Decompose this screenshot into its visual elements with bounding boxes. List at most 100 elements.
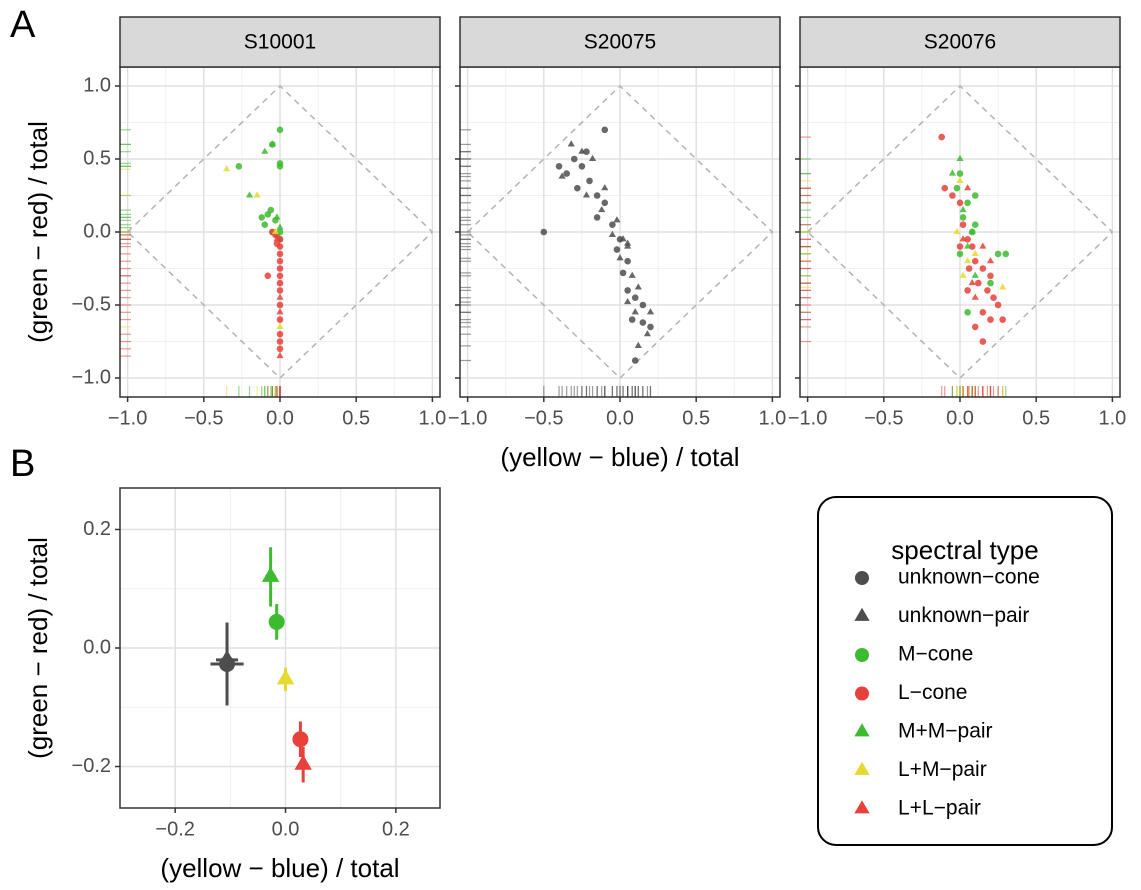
point: [223, 165, 231, 172]
x-tick-label: −1.0: [448, 407, 487, 429]
point: [968, 227, 976, 235]
point: [574, 184, 581, 192]
point: [253, 191, 261, 198]
legend-marker: [855, 648, 869, 662]
legend-marker: [855, 686, 869, 701]
reference-diamond: [466, 84, 774, 380]
point: [647, 323, 654, 331]
y-tick-label: 0.0: [83, 220, 111, 242]
x-axis-title: (yellow − blue) / total: [160, 853, 399, 883]
x-tick-label: −0.5: [524, 407, 563, 429]
point: [601, 184, 609, 191]
point: [261, 221, 269, 228]
y-tick-label: 0.2: [83, 518, 111, 540]
point: [570, 155, 578, 163]
point: [971, 293, 979, 300]
legend-label: M−cone: [898, 643, 973, 666]
legend-label: M+M−pair: [898, 720, 993, 743]
point: [964, 199, 971, 207]
facet-title: S20076: [924, 31, 996, 54]
point: [276, 257, 284, 265]
legend-marker: [854, 761, 870, 775]
point: [261, 566, 280, 582]
point: [964, 242, 972, 249]
point: [276, 272, 284, 280]
point: [956, 154, 964, 162]
point: [987, 272, 994, 280]
point: [953, 227, 961, 235]
point: [986, 257, 995, 264]
point: [619, 235, 627, 242]
point: [276, 669, 295, 685]
x-tick-label: 0.5: [682, 407, 710, 429]
y-tick-label: −0.5: [72, 293, 111, 315]
point: [267, 206, 275, 214]
point: [276, 293, 284, 300]
point: [631, 294, 639, 302]
point: [979, 242, 987, 249]
panel-label: A: [10, 4, 36, 46]
reference-diamond: [806, 84, 1114, 380]
point: [578, 162, 586, 170]
x-tick-label: 0.0: [266, 407, 294, 429]
point: [634, 283, 642, 290]
point: [1002, 250, 1010, 258]
legend-marker: [854, 723, 870, 737]
point: [964, 309, 971, 316]
point: [276, 250, 284, 258]
point: [276, 316, 284, 323]
point: [276, 345, 284, 353]
point: [938, 133, 946, 141]
point: [984, 287, 991, 294]
point: [956, 170, 964, 177]
point: [276, 162, 284, 170]
legend-marker: [854, 607, 870, 621]
x-tick-label: −0.5: [184, 407, 223, 429]
x-tick-label: 1.0: [758, 407, 786, 429]
point: [273, 240, 281, 247]
point: [949, 192, 956, 199]
point: [959, 214, 967, 221]
point: [968, 278, 976, 286]
x-tick-label: −0.5: [864, 407, 903, 429]
point: [563, 170, 570, 177]
point: [624, 257, 631, 265]
x-tick-label: −1.0: [108, 407, 147, 429]
legend-box: [817, 496, 1113, 846]
point: [994, 301, 1002, 309]
point: [624, 239, 632, 246]
legend-label: L−cone: [898, 681, 967, 704]
point: [593, 214, 601, 221]
point: [276, 287, 284, 294]
point: [646, 308, 655, 315]
point: [990, 294, 997, 302]
point: [258, 214, 266, 221]
point: [276, 351, 284, 359]
point: [639, 319, 647, 326]
point: [582, 191, 591, 198]
facet-strip: [799, 16, 1121, 68]
point: [235, 162, 243, 170]
point: [593, 192, 601, 199]
point: [965, 265, 973, 272]
point: [971, 192, 979, 199]
point: [979, 309, 987, 316]
x-tick-label: 0.0: [272, 818, 300, 840]
point: [276, 338, 284, 345]
y-axis-title: (green − red) / total: [23, 121, 53, 343]
point: [558, 172, 566, 179]
point: [959, 205, 967, 213]
point: [964, 184, 972, 191]
point: [959, 235, 967, 242]
point: [273, 213, 281, 220]
point: [631, 308, 639, 315]
point: [268, 613, 285, 630]
panel-label: B: [10, 443, 35, 485]
point: [959, 221, 967, 228]
point: [294, 754, 312, 770]
facet-title: S20075: [584, 31, 656, 54]
legend-label: L+L−pair: [898, 797, 981, 820]
point: [971, 249, 979, 256]
